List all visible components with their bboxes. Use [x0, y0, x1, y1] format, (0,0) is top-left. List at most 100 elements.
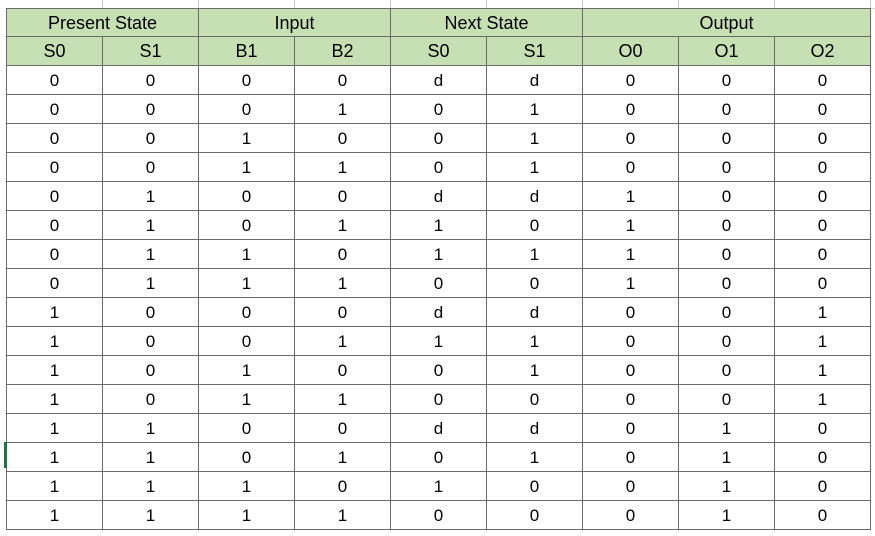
table-cell[interactable]: 0	[678, 326, 775, 356]
table-cell[interactable]: 0	[6, 123, 103, 153]
table-cell[interactable]: 1	[198, 355, 295, 385]
table-cell[interactable]: 0	[678, 181, 775, 211]
table-cell[interactable]: 1	[390, 326, 487, 356]
group-header-next-state[interactable]: Next State	[390, 8, 583, 37]
table-cell[interactable]: 0	[390, 500, 487, 530]
table-cell[interactable]: 0	[774, 65, 871, 95]
table-cell[interactable]: 0	[582, 326, 679, 356]
table-cell[interactable]: 0	[6, 94, 103, 124]
table-cell[interactable]: 0	[486, 384, 583, 414]
table-cell[interactable]: 0	[774, 181, 871, 211]
table-cell[interactable]: 0	[582, 413, 679, 443]
table-cell[interactable]: 1	[102, 413, 199, 443]
table-cell[interactable]: 1	[102, 268, 199, 298]
table-cell[interactable]: 1	[582, 268, 679, 298]
table-cell[interactable]: 0	[390, 268, 487, 298]
table-cell[interactable]: 0	[774, 123, 871, 153]
table-cell[interactable]: 1	[198, 500, 295, 530]
table-cell[interactable]: 1	[486, 123, 583, 153]
table-cell[interactable]: 0	[6, 152, 103, 182]
table-cell[interactable]: 0	[774, 94, 871, 124]
table-cell[interactable]: 0	[390, 355, 487, 385]
table-cell[interactable]: 0	[198, 94, 295, 124]
table-cell[interactable]: 1	[390, 239, 487, 269]
table-cell[interactable]: 0	[390, 152, 487, 182]
table-cell[interactable]: 0	[678, 152, 775, 182]
table-cell[interactable]: 0	[582, 442, 679, 472]
table-cell[interactable]: 0	[774, 268, 871, 298]
table-cell[interactable]: 0	[102, 123, 199, 153]
table-cell[interactable]: 0	[774, 210, 871, 240]
table-cell[interactable]: 0	[774, 471, 871, 501]
table-cell[interactable]: 0	[582, 297, 679, 327]
table-cell[interactable]: d	[486, 297, 583, 327]
table-cell[interactable]: 0	[6, 65, 103, 95]
table-cell[interactable]: 1	[294, 326, 391, 356]
table-cell[interactable]: 0	[294, 297, 391, 327]
table-cell[interactable]: 1	[6, 355, 103, 385]
table-cell[interactable]: 0	[582, 152, 679, 182]
table-cell[interactable]: 0	[678, 268, 775, 298]
table-cell[interactable]: 1	[390, 210, 487, 240]
table-cell[interactable]: 1	[198, 268, 295, 298]
table-cell[interactable]: 1	[198, 123, 295, 153]
table-cell[interactable]: 0	[198, 413, 295, 443]
table-cell[interactable]: d	[390, 413, 487, 443]
table-cell[interactable]: 0	[582, 65, 679, 95]
table-cell[interactable]: 1	[774, 384, 871, 414]
table-cell[interactable]: 1	[774, 326, 871, 356]
table-cell[interactable]: 1	[294, 210, 391, 240]
table-cell[interactable]: 1	[198, 152, 295, 182]
table-cell[interactable]: 1	[198, 239, 295, 269]
table-cell[interactable]: 1	[6, 384, 103, 414]
table-cell[interactable]: 0	[678, 65, 775, 95]
group-header-present-state[interactable]: Present State	[6, 8, 199, 37]
table-cell[interactable]: 1	[198, 384, 295, 414]
table-cell[interactable]: 1	[102, 239, 199, 269]
table-cell[interactable]: 0	[390, 384, 487, 414]
table-cell[interactable]: 0	[486, 471, 583, 501]
table-cell[interactable]: 0	[294, 355, 391, 385]
table-cell[interactable]: 0	[294, 181, 391, 211]
table-cell[interactable]: 0	[582, 471, 679, 501]
table-cell[interactable]: 0	[390, 442, 487, 472]
table-cell[interactable]: 0	[582, 123, 679, 153]
table-cell[interactable]: 1	[294, 500, 391, 530]
table-cell[interactable]: 1	[678, 442, 775, 472]
table-cell[interactable]: 0	[582, 500, 679, 530]
table-cell[interactable]: 0	[102, 326, 199, 356]
table-cell[interactable]: d	[486, 65, 583, 95]
table-cell[interactable]: 0	[294, 239, 391, 269]
table-cell[interactable]: 1	[102, 181, 199, 211]
table-cell[interactable]: 1	[678, 500, 775, 530]
table-cell[interactable]: 1	[6, 471, 103, 501]
table-cell[interactable]: 0	[6, 239, 103, 269]
table-cell[interactable]: 1	[486, 326, 583, 356]
table-cell[interactable]: 0	[102, 384, 199, 414]
table-cell[interactable]: 0	[198, 65, 295, 95]
table-cell[interactable]: 0	[6, 210, 103, 240]
table-cell[interactable]: 0	[102, 65, 199, 95]
table-cell[interactable]: 0	[102, 94, 199, 124]
table-cell[interactable]: 0	[774, 413, 871, 443]
table-cell[interactable]: 1	[6, 297, 103, 327]
column-header-next-s1[interactable]: S1	[486, 36, 583, 66]
table-cell[interactable]: 1	[582, 239, 679, 269]
table-cell[interactable]: 0	[678, 210, 775, 240]
table-cell[interactable]: 0	[198, 326, 295, 356]
table-cell[interactable]: 1	[390, 471, 487, 501]
table-cell[interactable]: 0	[678, 239, 775, 269]
table-cell[interactable]: d	[390, 181, 487, 211]
table-cell[interactable]: 1	[582, 210, 679, 240]
column-header-output-o0[interactable]: O0	[582, 36, 679, 66]
table-cell[interactable]: 0	[390, 123, 487, 153]
table-cell[interactable]: 1	[102, 500, 199, 530]
table-cell[interactable]: 0	[678, 297, 775, 327]
table-cell[interactable]: 1	[486, 442, 583, 472]
table-cell[interactable]: 0	[294, 65, 391, 95]
column-header-present-s0[interactable]: S0	[6, 36, 103, 66]
table-cell[interactable]: 0	[294, 413, 391, 443]
column-header-output-o1[interactable]: O1	[678, 36, 775, 66]
table-cell[interactable]: 0	[486, 268, 583, 298]
table-cell[interactable]: 1	[678, 413, 775, 443]
